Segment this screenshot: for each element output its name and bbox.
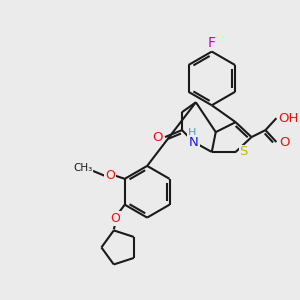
Text: O: O: [152, 130, 162, 144]
Text: S: S: [239, 146, 248, 158]
Text: F: F: [208, 36, 216, 50]
Text: O: O: [110, 212, 120, 225]
Text: N: N: [189, 136, 199, 148]
Text: O: O: [105, 169, 115, 182]
Text: OH: OH: [278, 112, 298, 125]
Text: CH₃: CH₃: [74, 163, 93, 173]
Text: H: H: [188, 128, 196, 138]
Text: O: O: [279, 136, 290, 148]
